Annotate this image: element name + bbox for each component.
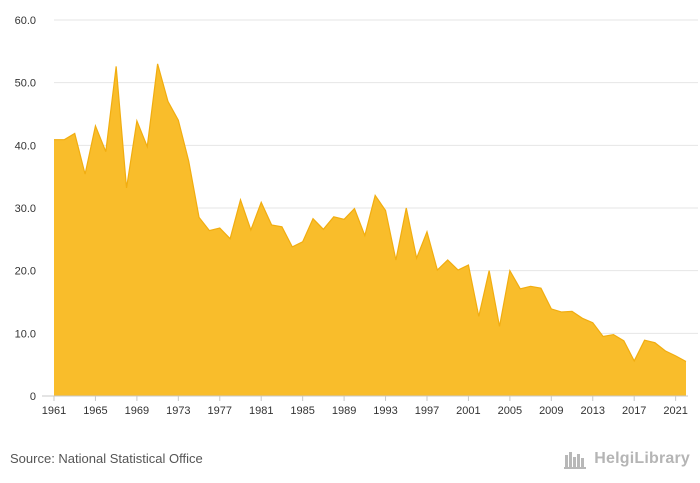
x-tick-label: 1993 <box>373 405 397 417</box>
source-note: Source: National Statistical Office <box>10 451 203 466</box>
x-tick-label: 2009 <box>539 405 563 417</box>
y-tick-label: 10.0 <box>15 328 36 340</box>
x-tick-label: 1981 <box>249 405 273 417</box>
y-axis-ticks: 0 10.0 20.0 30.0 40.0 50.0 60.0 <box>15 15 36 403</box>
area-series <box>54 63 687 396</box>
y-tick-label: 50.0 <box>15 78 36 90</box>
y-tick-label: 0 <box>30 391 36 403</box>
y-tick-label: 20.0 <box>15 266 36 278</box>
y-tick-label: 60.0 <box>15 15 36 27</box>
x-tick-label: 2005 <box>498 405 522 417</box>
y-tick-label: 30.0 <box>15 203 36 215</box>
brand-name: HelgiLibrary <box>594 450 690 467</box>
x-tick-label: 1973 <box>166 405 190 417</box>
brand-logo[interactable]: HelgiLibrary <box>564 449 690 469</box>
x-tick-label: 2017 <box>622 405 646 417</box>
x-tick-label: 1989 <box>332 405 356 417</box>
x-tick-label: 1965 <box>83 405 107 417</box>
helgi-library-logo-icon <box>564 452 587 469</box>
x-tick-label: 2021 <box>663 405 687 417</box>
x-tick-label: 2013 <box>581 405 605 417</box>
area-fill <box>54 63 686 396</box>
x-tick-label: 1997 <box>415 405 439 417</box>
area-chart: 010.020.030.040.050.060.0 1961 1965 1969 19… <box>15 15 698 417</box>
x-axis-ticks: 1961 1965 1969 1973 1977 1981 1985 1989 1993 1997… <box>42 396 688 417</box>
x-tick-label: 1961 <box>42 405 66 417</box>
area-outline <box>54 63 687 363</box>
x-tick-label: 1985 <box>290 405 314 417</box>
y-tick-label: 40.0 <box>15 140 36 152</box>
x-tick-label: 2001 <box>456 405 480 417</box>
x-tick-label: 1969 <box>125 405 149 417</box>
x-tick-label: 1977 <box>208 405 232 417</box>
